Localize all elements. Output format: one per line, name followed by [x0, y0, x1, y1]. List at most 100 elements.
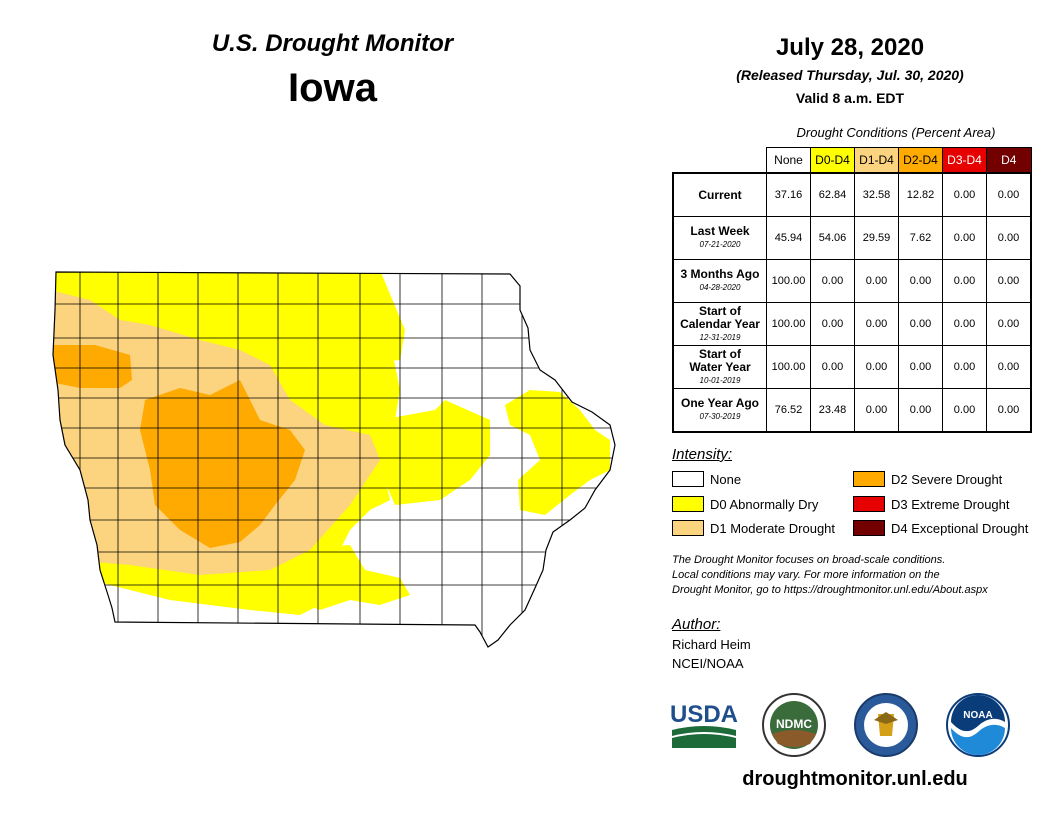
table-cell: 37.16 [766, 172, 811, 217]
table-cell: 0.00 [942, 172, 987, 217]
table-cell: 62.84 [810, 172, 855, 217]
legend-item-d3: D3 Extreme Drought [853, 496, 1010, 512]
table-cell: 54.06 [810, 216, 855, 260]
d2-region-central [140, 380, 305, 548]
table-row: One Year Ago 07-30-2019 76.52 23.48 0.00 … [672, 388, 1032, 433]
svg-text:NDMC: NDMC [776, 717, 812, 731]
col-header-d0: D0-D4 [810, 147, 855, 174]
table-cell: 0.00 [810, 302, 855, 346]
state-title: Iowa [288, 66, 377, 110]
table-caption: Drought Conditions (Percent Area) [796, 125, 996, 140]
table-cell: 0.00 [942, 388, 987, 433]
table-cell: 0.00 [810, 259, 855, 303]
website-link[interactable]: droughtmonitor.unl.edu [742, 768, 968, 790]
table-cell: 0.00 [986, 388, 1032, 433]
col-header-d1: D1-D4 [854, 147, 899, 174]
row-date: 07-30-2019 [699, 412, 741, 421]
legend-label: D4 Exceptional Drought [891, 520, 1029, 536]
table-cell: 76.52 [766, 388, 811, 433]
table-cell: 0.00 [898, 388, 943, 433]
table-row: Last Week 07-21-2020 45.94 54.06 29.59 7.… [672, 216, 1032, 260]
author-title: Author: [672, 616, 721, 633]
legend-item-d4: D4 Exceptional Drought [853, 520, 1028, 536]
table-cell: 0.00 [854, 345, 899, 389]
valid-time: Valid 8 a.m. EDT [795, 90, 905, 106]
drought-conditions-table: None D0-D4 D1-D4 D2-D4 D3-D4 D4 Current … [672, 147, 1032, 433]
svg-text:USDA: USDA [670, 701, 738, 728]
col-header-d2: D2-D4 [898, 147, 943, 174]
table-cell: 100.00 [766, 345, 811, 389]
d0-region-central [380, 400, 490, 505]
row-label-line: Calendar Year [680, 316, 760, 331]
disclaimer: The Drought Monitor focuses on broad-sca… [672, 553, 1042, 598]
commerce-seal-logo [854, 693, 918, 757]
svg-text:NOAA: NOAA [963, 710, 992, 721]
legend-label: D2 Severe Drought [891, 471, 1003, 487]
disclaimer-line: The Drought Monitor focuses on broad-sca… [672, 554, 946, 566]
table-cell: 12.82 [898, 172, 943, 217]
author-name: Richard Heim [672, 637, 751, 652]
col-header-d3: D3-D4 [942, 147, 987, 174]
release-date: (Released Thursday, Jul. 30, 2020) [736, 67, 964, 83]
col-header-d4: D4 [986, 147, 1032, 174]
table-cell: 0.00 [942, 216, 987, 260]
row-label-line: Water Year [689, 359, 751, 374]
legend-item-d2: D2 Severe Drought [853, 471, 1002, 487]
table-cell: 45.94 [766, 216, 811, 260]
table-cell: 0.00 [810, 345, 855, 389]
legend-label: D0 Abnormally Dry [710, 496, 819, 512]
table-cell: 32.58 [854, 172, 899, 217]
table-cell: 23.48 [810, 388, 855, 433]
disclaimer-line: Drought Monitor, go to https://droughtmo… [672, 584, 988, 596]
table-row: Start of Calendar Year 12-31-2019 100.00 0… [672, 302, 1032, 346]
table-cell: 7.62 [898, 216, 943, 260]
noaa-logo: NOAA [946, 693, 1010, 757]
table-cell: 0.00 [898, 259, 943, 303]
row-label: One Year Ago [680, 396, 760, 410]
d2-region-northwest [53, 345, 132, 388]
intensity-title: Intensity: [672, 446, 733, 463]
author-org: NCEI/NOAA [672, 656, 744, 671]
legend-label: D1 Moderate Drought [710, 520, 836, 536]
legend-item-d0: D0 Abnormally Dry [672, 496, 818, 512]
table-cell: 0.00 [854, 259, 899, 303]
table-cell: 0.00 [942, 345, 987, 389]
legend-swatch [672, 471, 704, 487]
ndmc-logo: NDMC [762, 693, 826, 757]
row-label-line: Start of [699, 303, 741, 318]
legend-label: D3 Extreme Drought [891, 496, 1010, 512]
d0-region-east [505, 390, 610, 515]
table-cell: 0.00 [942, 302, 987, 346]
row-label-line: Start of [699, 346, 741, 361]
legend-swatch [853, 496, 885, 512]
table-cell: 0.00 [898, 302, 943, 346]
d0-region-north [290, 272, 405, 365]
usda-logo: USDA [670, 701, 738, 748]
table-cell: 0.00 [942, 259, 987, 303]
table-cell: 0.00 [986, 259, 1032, 303]
iowa-drought-map [52, 271, 616, 648]
row-label: 3 Months Ago [680, 267, 760, 281]
d0-region-south [285, 545, 410, 610]
row-label: Last Week [690, 224, 750, 238]
legend-swatch [672, 520, 704, 536]
row-date: 12-31-2019 [699, 332, 741, 342]
table-cell: 29.59 [854, 216, 899, 260]
legend-label: None [710, 471, 742, 487]
col-header-none: None [766, 147, 811, 174]
table-cell: 0.00 [986, 216, 1032, 260]
table-cell: 0.00 [986, 302, 1032, 346]
legend-item-d1: D1 Moderate Drought [672, 520, 835, 536]
table-row: Start of Water Year 10-01-2019 100.00 0.00… [672, 345, 1032, 389]
table-cell: 0.00 [854, 388, 899, 433]
table-row: Current 37.16 62.84 32.58 12.82 0.00 0.0… [672, 172, 1032, 217]
disclaimer-line: Local conditions may vary. For more info… [672, 569, 940, 581]
legend-swatch [672, 496, 704, 512]
legend-swatch [853, 520, 885, 536]
legend-swatch [853, 471, 885, 487]
table-cell: 0.00 [898, 345, 943, 389]
monitor-title: U.S. Drought Monitor [211, 30, 454, 57]
row-date: 07-21-2020 [699, 240, 741, 249]
table-cell: 0.00 [986, 172, 1032, 217]
table-cell: 0.00 [986, 345, 1032, 389]
